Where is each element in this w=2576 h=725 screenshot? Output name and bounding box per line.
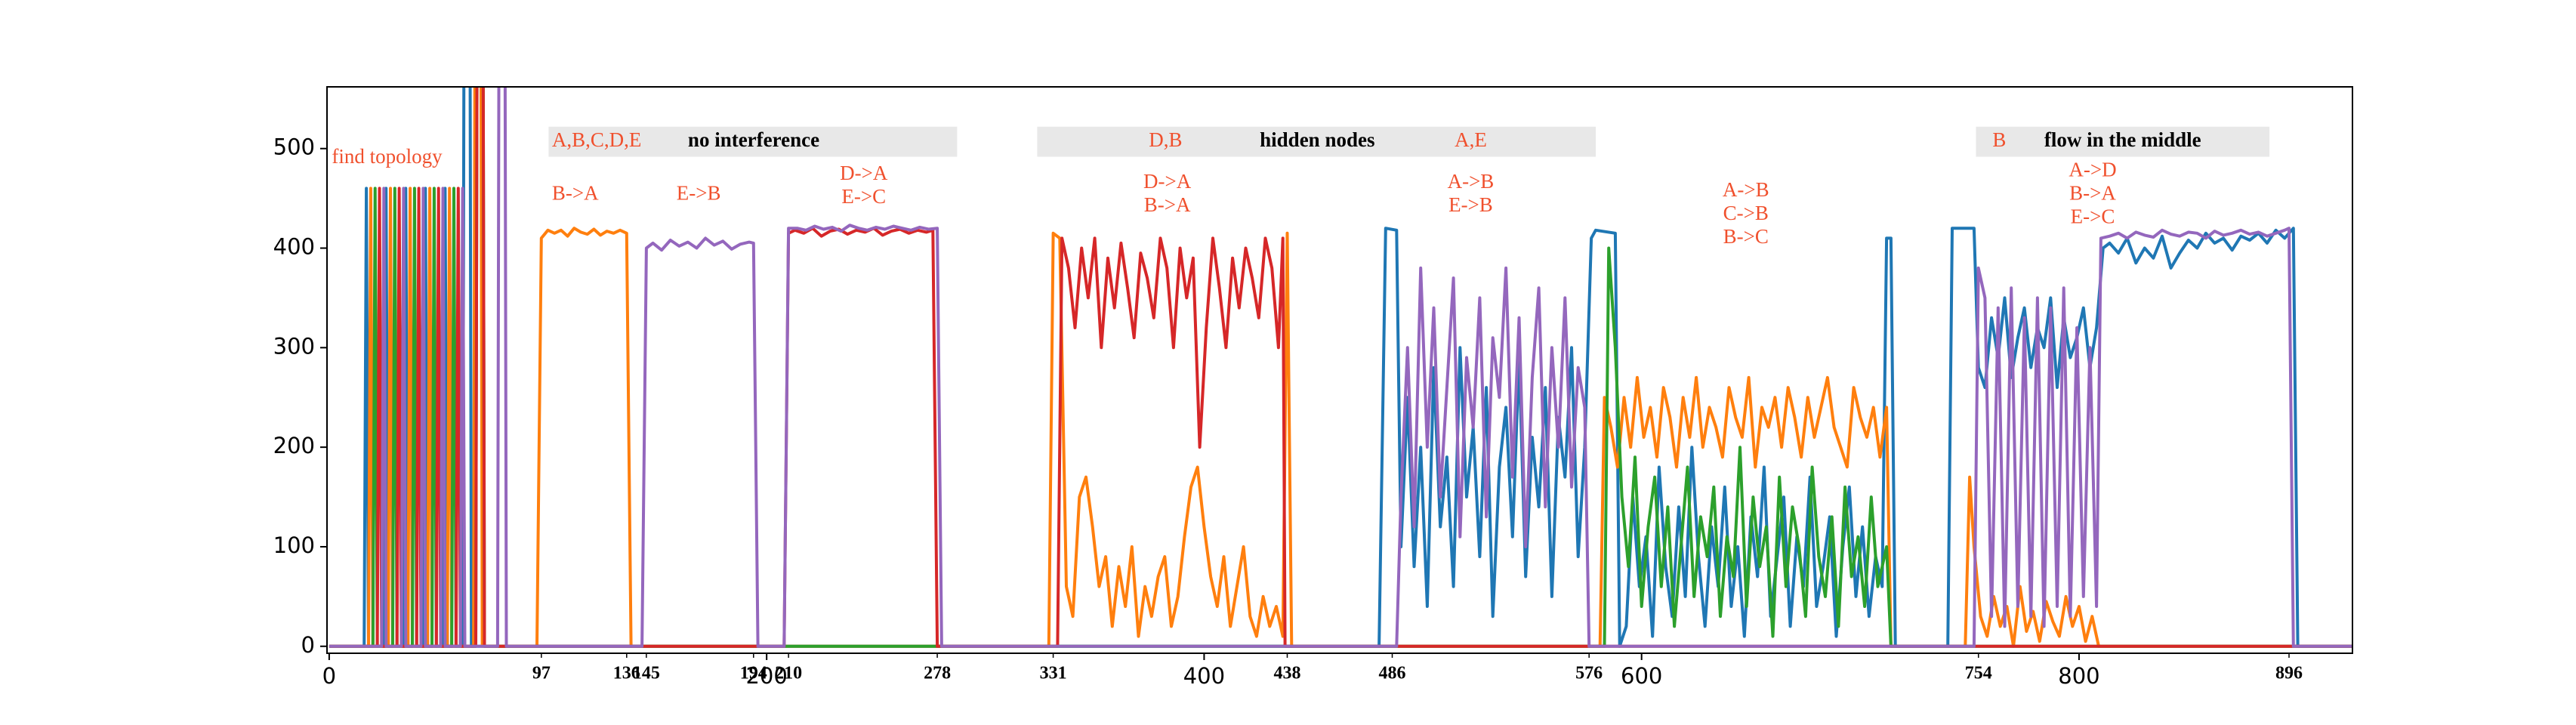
phase-box (1976, 126, 2270, 157)
x-minor-tick-label: 754 (1965, 664, 1992, 683)
flow-label: E->C (841, 185, 886, 208)
series-line (329, 87, 2352, 648)
flow-label: D->A (840, 162, 888, 184)
phase-label: no interference (688, 128, 819, 151)
series-line (329, 87, 2352, 648)
phase-label: hidden nodes (1260, 128, 1374, 151)
y-tick-label: 0 (301, 632, 315, 658)
x-minor-tick-label: 576 (1575, 664, 1603, 683)
flow-label: E->B (1448, 193, 1493, 216)
x-tick-label: 200 (745, 663, 787, 689)
x-minor-tick-label: 438 (1273, 664, 1300, 683)
flow-label: D->A (1143, 170, 1192, 193)
y-tick-label: 200 (273, 433, 315, 458)
flow-label: B->A (1144, 193, 1191, 216)
annotations: find topology A,B,C,D,E no interference D,B… (332, 126, 2270, 248)
x-minor-tick-label: 278 (924, 664, 951, 683)
flow-label: A->B (1723, 178, 1769, 201)
phase-box (548, 126, 958, 157)
flow-label: B->C (1723, 225, 1769, 248)
phase-nodes: A,E (1455, 128, 1487, 151)
phase-box (1037, 126, 1597, 157)
phase-nodes: B (1992, 128, 2006, 151)
flow-label: A->B (1448, 170, 1495, 193)
phase-nodes: A,B,C,D,E (552, 128, 642, 151)
phase-nodes: D,B (1149, 128, 1182, 151)
y-tick-label: 100 (273, 532, 315, 558)
x-minor-tick-label: 486 (1379, 664, 1406, 683)
phase-label: flow in the middle (2044, 128, 2201, 151)
series-line (329, 87, 2352, 648)
flow-label: E->B (677, 182, 721, 205)
x-tick-label: 400 (1183, 663, 1225, 689)
flow-label: B->A (552, 182, 599, 205)
flow-label: B->A (2069, 182, 2116, 205)
x-minor-tick-label: 97 (532, 664, 551, 683)
x-tick-label: 800 (2058, 663, 2099, 689)
y-tick-label: 300 (273, 333, 315, 359)
flow-label: A->D (2069, 159, 2116, 181)
flow-label: C->B (1723, 202, 1769, 224)
x-tick-label: 600 (1621, 663, 1662, 689)
x-minor-tick-label: 331 (1040, 664, 1067, 683)
x-minor-tick-label: 896 (2275, 664, 2303, 683)
x-minor-tick-label: 194 (740, 664, 767, 683)
plot-area (329, 87, 2352, 648)
y-tick-label: 400 (273, 234, 315, 260)
axes-frame (326, 86, 2353, 654)
y-tick-label: 500 (273, 134, 315, 160)
x-minor-tick-label: 210 (775, 664, 802, 683)
flow-label: E->C (2071, 205, 2115, 227)
annotation: find topology (332, 145, 443, 168)
x-tick-label: 0 (322, 663, 336, 689)
x-minor-tick-label: 136 (613, 664, 640, 683)
x-minor-tick-label: 145 (633, 664, 660, 683)
